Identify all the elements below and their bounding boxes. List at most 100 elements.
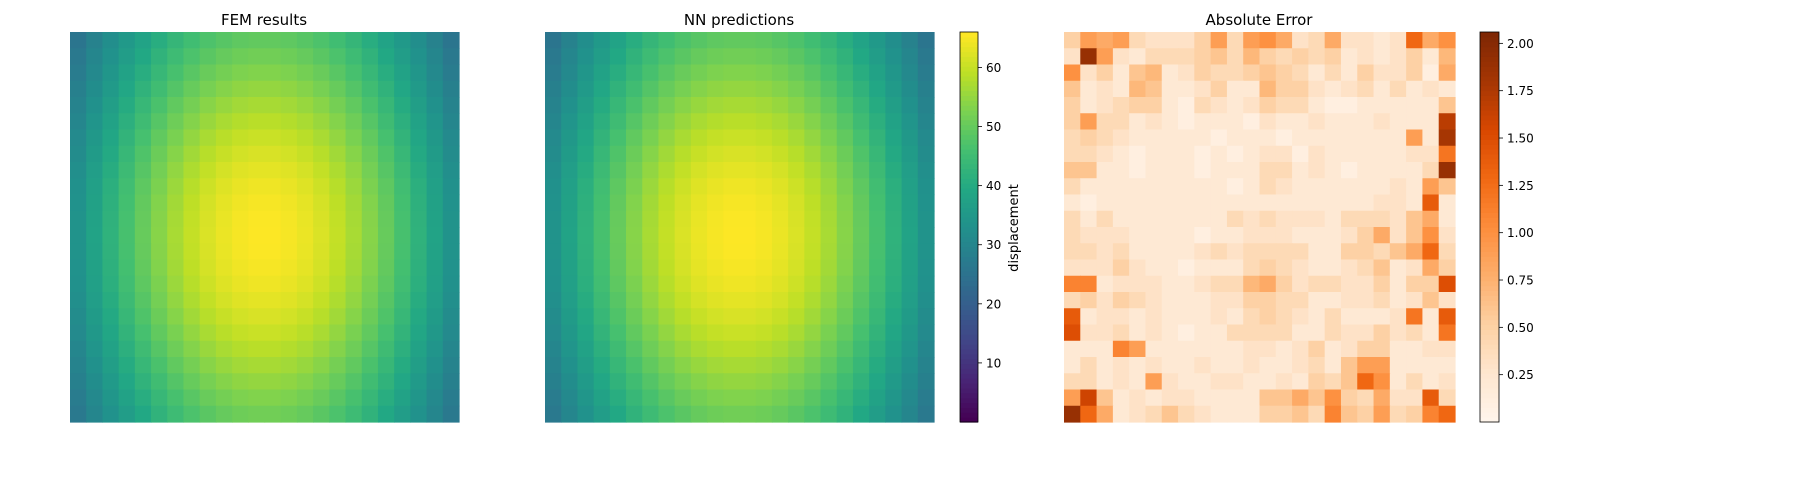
colorbar-segment (1480, 241, 1499, 248)
heatmap-cell (1080, 259, 1098, 277)
heatmap-cell (118, 48, 136, 66)
heatmap-cell (345, 357, 363, 374)
heatmap-cell (410, 97, 428, 114)
heatmap-cell (707, 113, 724, 131)
heatmap-cell (232, 64, 249, 82)
heatmap-cell (134, 64, 152, 82)
heatmap-cell (377, 340, 395, 358)
heatmap-cell (183, 292, 201, 309)
heatmap-cell (1275, 113, 1293, 131)
heatmap-cell (545, 405, 562, 423)
heatmap-cell (1178, 389, 1195, 407)
heatmap-cell (1357, 324, 1375, 342)
heatmap-cell (869, 405, 886, 423)
colorbar-segment (960, 236, 978, 243)
heatmap-cell (264, 145, 282, 163)
heatmap-cell (1389, 308, 1407, 326)
heatmap-cell (1112, 259, 1130, 277)
heatmap-cell (280, 373, 298, 391)
heatmap-cell (577, 259, 595, 277)
heatmap-cell (426, 64, 444, 82)
colorbar-segment (960, 85, 978, 92)
heatmap-cell (1308, 194, 1326, 212)
heatmap-cell (820, 405, 838, 423)
heatmap-cell (869, 113, 886, 131)
heatmap-cell (1161, 340, 1179, 358)
heatmap-cell (771, 389, 789, 407)
heatmap-cell (852, 324, 870, 342)
heatmap-cell (1210, 259, 1228, 277)
heatmap-cell (561, 162, 579, 179)
heatmap-cell (674, 308, 692, 326)
heatmap-cell (313, 80, 330, 98)
heatmap-cell (264, 178, 282, 196)
heatmap-cell (183, 48, 201, 66)
heatmap-cell (102, 210, 120, 228)
heatmap-cell (609, 357, 627, 374)
heatmap-cell (609, 405, 627, 423)
heatmap-cell (917, 80, 935, 98)
heatmap-cell (1080, 308, 1098, 326)
heatmap-cell (1324, 113, 1342, 131)
colorbar-segment (960, 378, 978, 384)
heatmap-cell (199, 194, 217, 212)
heatmap-cell (917, 340, 935, 358)
heatmap-cell (1194, 308, 1212, 326)
heatmap-cell (70, 259, 87, 277)
heatmap-cell (1226, 227, 1244, 244)
heatmap-cell (707, 275, 724, 293)
heatmap-cell (1308, 324, 1326, 342)
heatmap-cell (1357, 48, 1375, 66)
heatmap-cell (296, 145, 314, 163)
heatmap-cell (561, 308, 579, 326)
colorbar-segment (1480, 61, 1499, 67)
heatmap-cell (102, 275, 120, 293)
heatmap-cell (86, 48, 104, 66)
heatmap-cell (1373, 357, 1391, 374)
heatmap-cell (1064, 275, 1081, 293)
colorbar-segment (1480, 36, 1499, 43)
heatmap-cell (1243, 308, 1261, 326)
heatmap-cell (394, 113, 411, 131)
heatmap-cell (1373, 373, 1391, 391)
heatmap-cell (151, 64, 168, 82)
heatmap-cell (626, 210, 643, 228)
heatmap-cell (1406, 97, 1424, 114)
heatmap-cell (183, 227, 201, 244)
heatmap-cell (329, 275, 347, 293)
heatmap-cell (1259, 389, 1277, 407)
heatmap-cell (329, 324, 347, 342)
heatmap-cell (1112, 389, 1130, 407)
heatmap-cell (86, 292, 104, 309)
heatmap-cell (1096, 324, 1114, 342)
heatmap-cell (1129, 194, 1147, 212)
heatmap-cell (820, 373, 838, 391)
colorbar-segment (960, 158, 978, 165)
heatmap-cell (232, 324, 249, 342)
heatmap-cell (1096, 308, 1114, 326)
heatmap-cell (836, 194, 854, 212)
heatmap-cell (1178, 113, 1195, 131)
heatmap-cell (1243, 275, 1261, 293)
heatmap-cell (1275, 373, 1293, 391)
heatmap-cell (885, 145, 903, 163)
heatmap-cell (118, 292, 136, 309)
colorbar-segment (1480, 358, 1499, 365)
heatmap-cell (345, 48, 363, 66)
heatmap-cell (232, 145, 249, 163)
heatmap-cell (739, 259, 757, 277)
heatmap-cell (690, 275, 708, 293)
heatmap-cell (1373, 243, 1391, 261)
heatmap-cell (410, 405, 428, 423)
heatmap-cell (426, 162, 444, 179)
heatmap-cell (561, 340, 579, 358)
colorbar-segment (1480, 183, 1499, 189)
heatmap-cell (1259, 243, 1277, 261)
heatmap-cell (1292, 340, 1309, 358)
heatmap-cell (723, 129, 741, 147)
heatmap-cell (345, 243, 363, 261)
heatmap-cell (1080, 357, 1098, 374)
heatmap-cell (739, 129, 757, 147)
heatmap-cell (577, 243, 595, 261)
